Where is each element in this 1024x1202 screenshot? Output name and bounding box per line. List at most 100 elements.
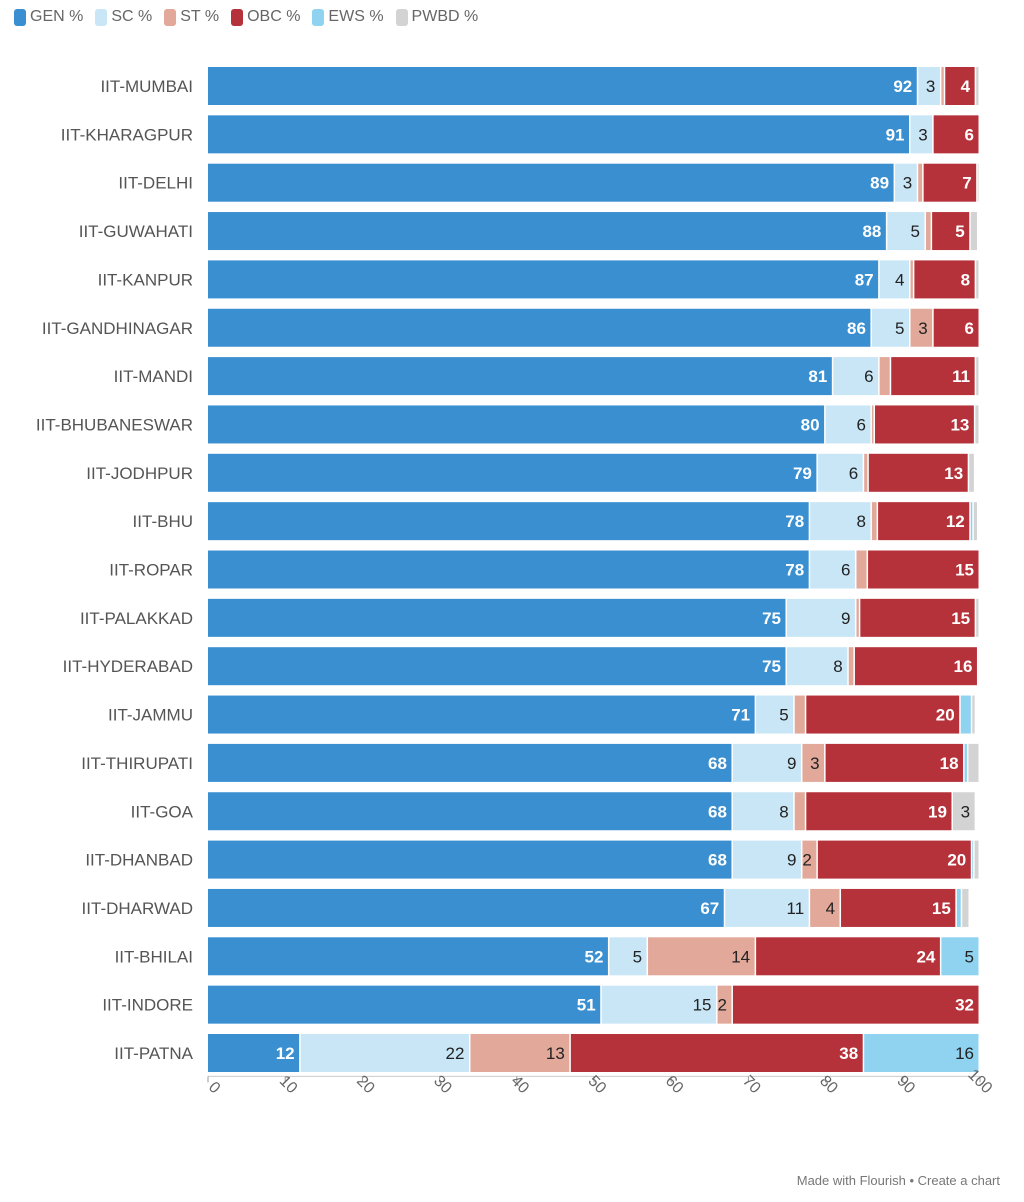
- bar-segment: [208, 888, 724, 927]
- legend-item[interactable]: OBC %: [231, 8, 300, 26]
- bar-segment: [977, 163, 979, 202]
- data-label: 12: [946, 512, 965, 531]
- data-label: 20: [936, 706, 955, 725]
- legend-swatch: [395, 8, 408, 26]
- bar-segment: [787, 647, 848, 686]
- bar-segment: [208, 260, 879, 299]
- bar-segment: [860, 598, 975, 637]
- data-label: 13: [546, 1044, 565, 1063]
- bar-segment: [875, 405, 974, 444]
- data-label: 4: [826, 899, 835, 918]
- legend-label: EWS %: [328, 8, 384, 25]
- made-with-flourish-link[interactable]: Made with Flourish: [796, 1173, 906, 1188]
- category-label: IIT-JAMMU: [108, 706, 193, 725]
- bar-segment: [208, 647, 786, 686]
- legend-label: PWBD %: [411, 8, 479, 25]
- bar-segment: [974, 840, 979, 879]
- data-label: 8: [833, 657, 842, 676]
- bar-segment: [910, 115, 933, 154]
- data-label: 24: [916, 947, 935, 966]
- bar-segment: [895, 163, 917, 202]
- bar-segment: [854, 647, 977, 686]
- bar-segment: [570, 1034, 863, 1072]
- bar-segment: [802, 840, 817, 879]
- data-label: 3: [918, 319, 927, 338]
- data-label: 5: [633, 947, 642, 966]
- data-label: 13: [944, 464, 963, 483]
- legend-label: SC %: [111, 8, 153, 25]
- bar-segment: [833, 357, 879, 396]
- bar-segment: [933, 308, 979, 347]
- data-label: 52: [585, 947, 604, 966]
- create-chart-link[interactable]: Create a chart: [917, 1173, 1000, 1188]
- bar-segment: [648, 937, 755, 976]
- data-label: 6: [849, 464, 858, 483]
- bar-segment: [941, 67, 944, 105]
- data-label: 87: [855, 270, 874, 289]
- bar-segment: [208, 502, 809, 541]
- data-label: 9: [841, 609, 850, 628]
- bar-segment: [868, 453, 968, 492]
- data-label: 91: [886, 125, 905, 144]
- legend-item[interactable]: GEN %: [14, 8, 83, 26]
- legend-swatch: [312, 8, 325, 26]
- data-label: 11: [787, 899, 805, 918]
- category-label: IIT-GANDHINAGAR: [42, 319, 193, 338]
- bar-segment: [208, 598, 786, 637]
- data-label: 78: [785, 561, 804, 580]
- data-label: 3: [810, 754, 819, 773]
- bar-segment: [794, 792, 805, 831]
- data-label: 89: [870, 174, 889, 193]
- legend: GEN % SC % ST % OBC % EWS % PWBD %: [14, 8, 478, 26]
- legend-item[interactable]: ST %: [164, 8, 219, 26]
- bar-segment: [208, 212, 886, 251]
- data-label: 6: [856, 415, 865, 434]
- category-label: IIT-KANPUR: [98, 270, 193, 289]
- category-label: IIT-GOA: [131, 802, 194, 821]
- legend-swatch: [14, 8, 26, 26]
- bar-segment: [952, 792, 975, 831]
- bar-segment: [972, 840, 974, 879]
- bar-segment: [848, 647, 854, 686]
- data-label: 9: [787, 754, 796, 773]
- bar-segment: [732, 840, 801, 879]
- legend-item[interactable]: SC %: [95, 8, 152, 26]
- data-label: 9: [787, 851, 796, 870]
- bar-segment: [962, 888, 969, 927]
- data-label: 18: [940, 754, 959, 773]
- data-label: 3: [918, 125, 927, 144]
- bar-segment: [918, 67, 940, 105]
- bar-segment: [794, 695, 805, 734]
- data-label: 51: [577, 996, 596, 1015]
- data-label: 8: [779, 802, 788, 821]
- legend-item[interactable]: PWBD %: [395, 8, 479, 26]
- bar-segment: [868, 550, 979, 589]
- data-label: 7: [962, 174, 971, 193]
- data-label: 5: [779, 706, 788, 725]
- data-label: 19: [928, 802, 947, 821]
- category-label: IIT-HYDERABAD: [63, 657, 193, 676]
- bar-segment: [208, 550, 809, 589]
- category-label: IIT-DHANBAD: [85, 851, 193, 870]
- bar-segment: [976, 67, 979, 105]
- bar-segment: [725, 888, 809, 927]
- data-label: 3: [961, 802, 970, 821]
- bar-segment: [802, 743, 825, 782]
- category-label: IIT-KHARAGPUR: [61, 125, 193, 144]
- bar-segment: [208, 163, 894, 202]
- data-label: 13: [950, 415, 969, 434]
- data-label: 71: [731, 706, 750, 725]
- bar-segment: [208, 1034, 300, 1072]
- legend-item[interactable]: EWS %: [312, 8, 384, 26]
- category-label: IIT-BHILAI: [115, 947, 193, 966]
- bar-segment: [787, 598, 855, 637]
- bar-segment: [208, 743, 732, 782]
- bar-segment: [864, 453, 868, 492]
- bar-segment: [208, 792, 732, 831]
- bar-segment: [970, 212, 977, 251]
- data-label: 68: [708, 802, 727, 821]
- data-label: 16: [954, 657, 973, 676]
- bar-segment: [871, 502, 877, 541]
- bar-segment: [856, 598, 859, 637]
- data-label: 68: [708, 851, 727, 870]
